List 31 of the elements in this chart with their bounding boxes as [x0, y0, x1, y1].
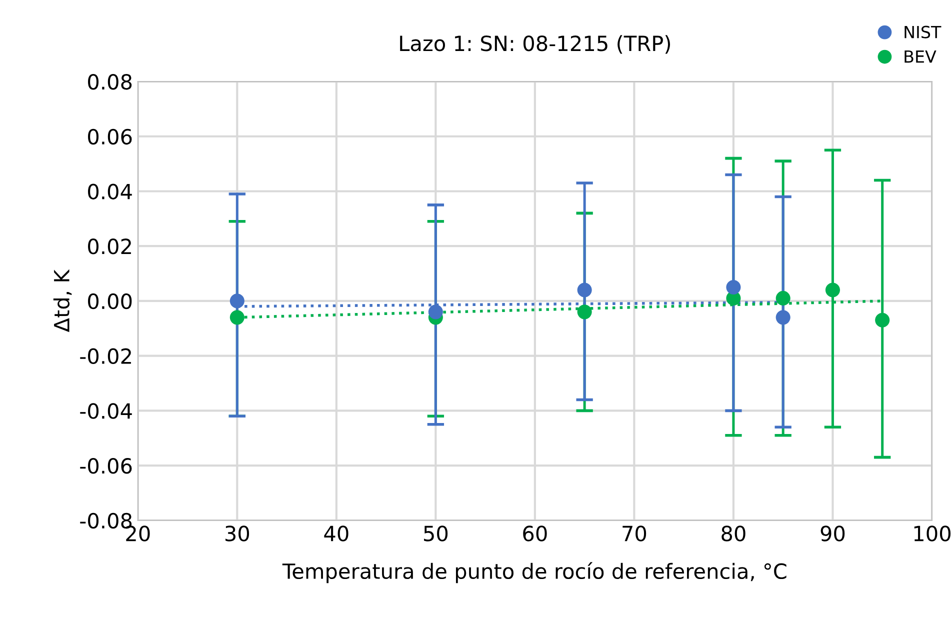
- point: [726, 280, 741, 295]
- x-tick-label: 50: [424, 526, 448, 542]
- y-tick-label: 0.00: [88, 293, 132, 310]
- point: [776, 310, 790, 325]
- y-axis-title: Δtd, K: [53, 269, 72, 332]
- legend-label: BEV: [904, 50, 936, 63]
- legend-label: NIST: [904, 26, 942, 38]
- x-tick-label: 30: [225, 526, 250, 542]
- y-tick-label: 0.08: [88, 74, 132, 90]
- y-tick-label: -0.04: [80, 403, 132, 419]
- x-tick-label: 90: [820, 526, 845, 542]
- x-tick-label: 70: [622, 526, 646, 542]
- point: [875, 312, 890, 328]
- y-tick-label: 0.02: [88, 238, 131, 254]
- y-tick-label: -0.06: [80, 458, 132, 474]
- point: [825, 282, 840, 298]
- x-tick-label: 40: [324, 526, 348, 542]
- x-tick-label: 100: [914, 526, 950, 542]
- x-tick-label: 80: [722, 526, 746, 542]
- y-tick-label: 0.06: [88, 128, 132, 145]
- y-tick-label: -0.02: [80, 348, 131, 364]
- chart-title: Lazo 1: SN: 08-1215 (TRP): [400, 35, 670, 54]
- point: [577, 304, 592, 320]
- point: [230, 294, 244, 308]
- point: [776, 290, 790, 306]
- point: [428, 304, 443, 320]
- point: [577, 282, 592, 298]
- y-tick-label: 0.04: [88, 184, 132, 200]
- x-axis-title: Temperatura de punto de rocío de referencia, °C: [282, 562, 786, 584]
- point: [230, 310, 244, 325]
- x-tick-label: 60: [523, 526, 547, 542]
